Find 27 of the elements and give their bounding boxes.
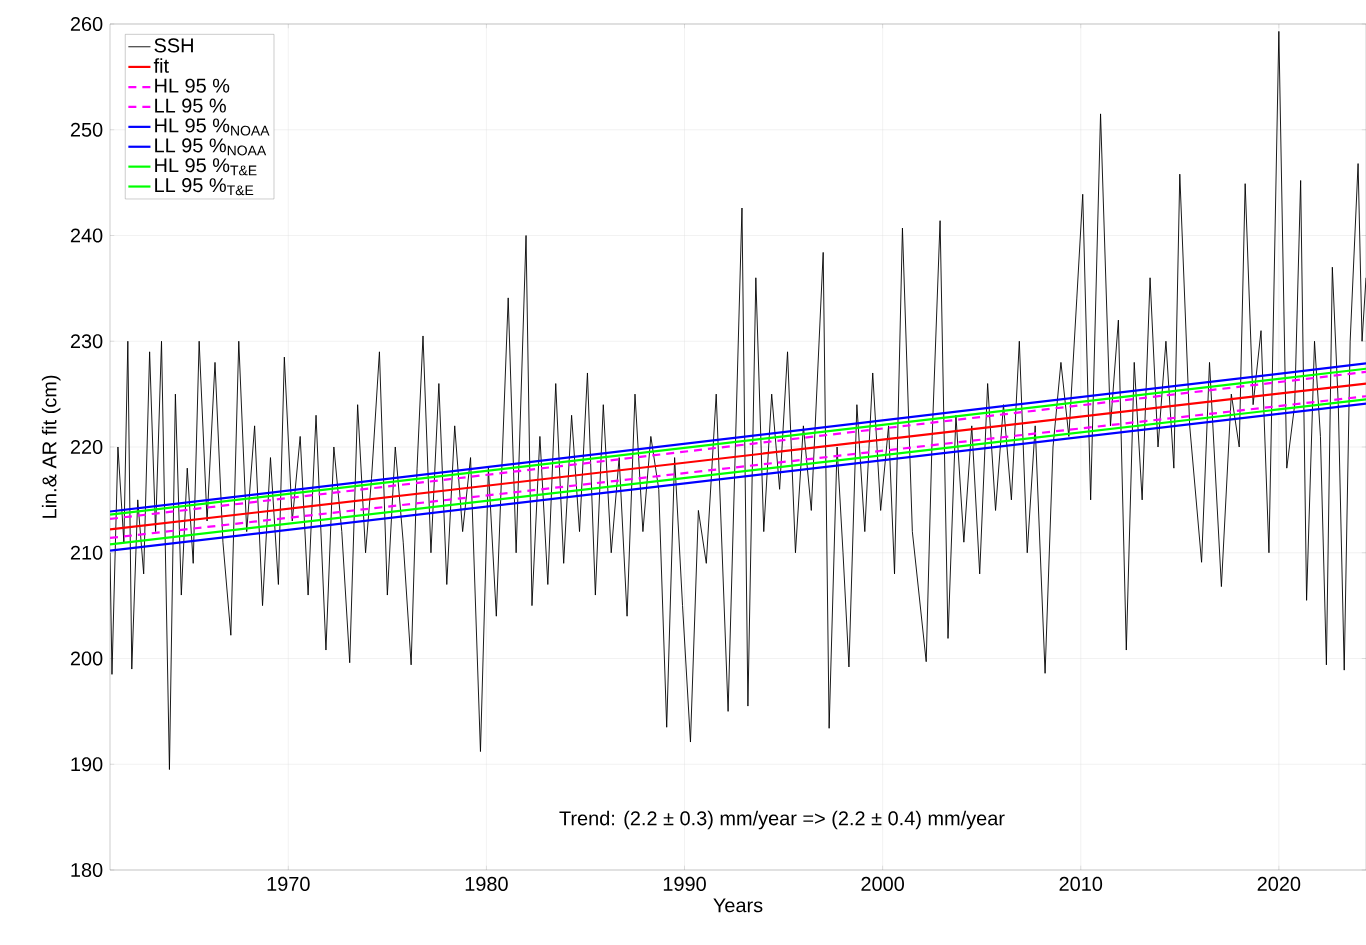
x-axis-title: Years bbox=[713, 898, 763, 913]
legend-label: LL 95 %$_{T&E}$ bbox=[155, 178, 254, 196]
y-tick-label: 250 bbox=[70, 122, 103, 137]
y-axis-title: Lin.& AR fit (cm) bbox=[41, 375, 61, 518]
y-tick-label: 190 bbox=[71, 757, 103, 772]
x-tick-label: 1970 bbox=[267, 876, 310, 891]
y-tick-label: 230 bbox=[70, 334, 103, 349]
y-tick-label: 210 bbox=[70, 545, 103, 560]
y-tick-label: 260 bbox=[70, 16, 103, 32]
x-tick-label: 2010 bbox=[1059, 876, 1103, 891]
line-series bbox=[110, 30, 1366, 770]
y-tick-label: 240 bbox=[70, 228, 103, 243]
x-tick-label: 1980 bbox=[465, 876, 508, 891]
legend-label: HL 95 %$_{T&E}$ bbox=[155, 158, 257, 176]
legend-label: LL 95 %$_{NOAA}$ bbox=[155, 138, 267, 156]
legend-label: LL 95 % bbox=[155, 98, 226, 113]
x-tick-label: 2000 bbox=[861, 876, 904, 891]
legend-label: SSH bbox=[154, 38, 193, 53]
legend-label: HL 95 % bbox=[155, 78, 230, 93]
y-tick-label: 220 bbox=[70, 439, 103, 455]
y-tick-label: 180 bbox=[71, 862, 103, 878]
legend-label: fit bbox=[153, 58, 169, 73]
legend-label: HL 95 %$_{NOAA}$ bbox=[155, 118, 270, 136]
x-tick-label: 2020 bbox=[1257, 876, 1301, 891]
y-tick-label: 200 bbox=[70, 651, 103, 666]
x-tick-label: 1990 bbox=[663, 876, 706, 891]
annotation: Trend: (2.2 ± 0.3) mm/year => (2.2 ± 0.4) mm/year bbox=[559, 810, 1005, 830]
